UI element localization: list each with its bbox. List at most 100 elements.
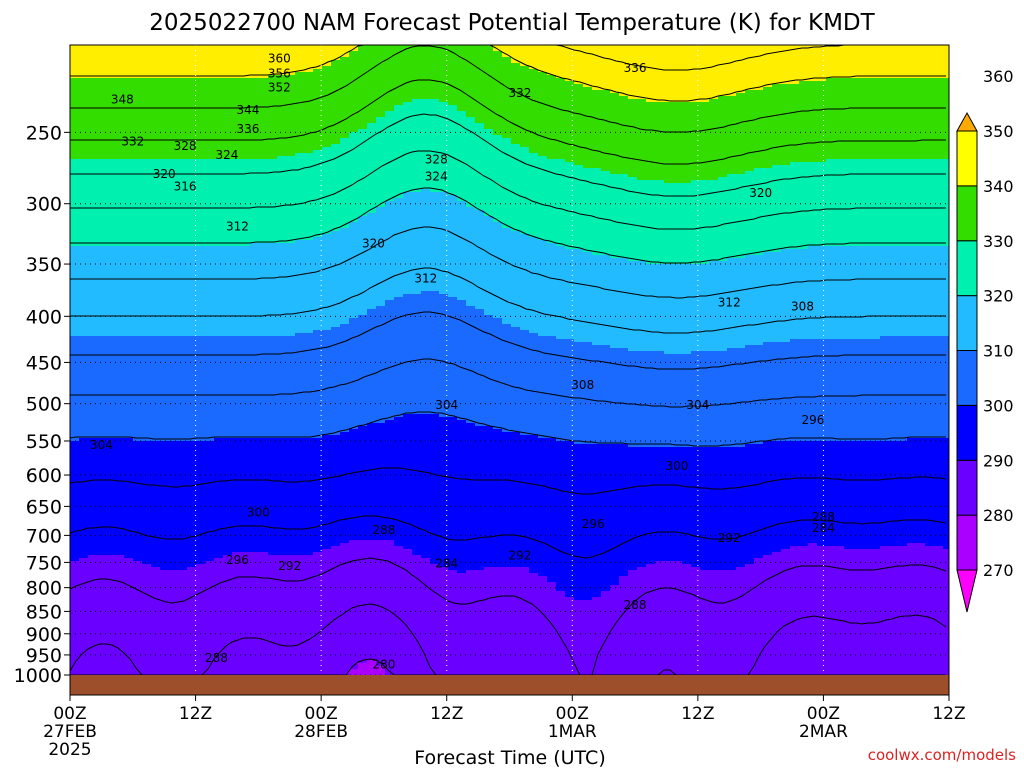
field-cell (358, 129, 368, 217)
field-cell (268, 159, 278, 244)
field-cell (628, 99, 638, 178)
field-cell (646, 564, 656, 675)
contour-label: 336 (624, 61, 647, 75)
field-cell (601, 255, 611, 346)
isentrope-344 (70, 45, 946, 71)
field-cell (637, 567, 647, 675)
field-cell (790, 84, 800, 163)
field-cell (502, 567, 512, 675)
field-cell (493, 135, 503, 223)
field-cell (169, 336, 179, 442)
x-axis-label: Forecast Time (UTC) (414, 747, 605, 768)
field-cell (601, 45, 611, 91)
field-cell (331, 435, 341, 547)
field-cell (286, 438, 296, 556)
field-cell (592, 255, 602, 346)
field-cell (448, 105, 458, 196)
field-cell (844, 45, 854, 79)
field-cell (763, 87, 773, 169)
field-cell (403, 45, 413, 103)
field-cell (457, 45, 467, 112)
field-cell (700, 351, 710, 448)
field-cell (304, 333, 314, 439)
field-cell (691, 351, 701, 448)
field-cell (304, 153, 314, 241)
field-cell (196, 441, 206, 565)
field-cell (142, 441, 152, 565)
field-cell (304, 240, 314, 334)
field-cell (151, 246, 161, 337)
field-cell (538, 336, 548, 439)
field-cell (115, 438, 125, 556)
field-cell (754, 90, 764, 169)
field-cell (493, 222, 503, 319)
field-cell (70, 561, 80, 675)
field-cell (169, 441, 179, 571)
field-cell (907, 45, 917, 79)
y-tick-label: 750 (26, 552, 62, 574)
field-cell (322, 330, 332, 436)
field-cell (187, 567, 197, 675)
field-cell (574, 444, 584, 601)
field-cell (358, 315, 368, 427)
field-cell (682, 102, 692, 184)
field-cell (97, 336, 107, 439)
field-cell (583, 45, 593, 88)
colorbar-label: 280 (983, 506, 1014, 525)
field-cell (394, 105, 404, 199)
field-cell (637, 45, 647, 100)
field-cell (250, 159, 260, 244)
field-cell (529, 435, 539, 574)
field-cell (223, 336, 233, 439)
field-cell (790, 339, 800, 442)
field-cell (457, 420, 467, 574)
y-tick-label: 350 (26, 254, 62, 276)
field-cell (277, 555, 287, 675)
field-cell (160, 78, 170, 160)
field-cell (340, 432, 350, 544)
field-cell (133, 159, 143, 247)
field-cell (943, 45, 949, 79)
field-cell (916, 45, 926, 79)
field-cell (628, 447, 638, 571)
field-cell (619, 96, 629, 175)
isentrope-296 (70, 467, 947, 495)
field-cell (862, 159, 872, 247)
isentrope-328 (70, 113, 946, 197)
field-cell (124, 438, 134, 559)
field-cell (718, 177, 728, 262)
field-cell (331, 60, 341, 145)
field-cell (925, 45, 935, 79)
x-tick-label: 12Z (681, 704, 714, 724)
field-cell (862, 45, 872, 79)
field-cell (862, 549, 872, 675)
field-cell (376, 45, 386, 118)
field-cell (394, 45, 404, 106)
field-cell (367, 540, 377, 661)
field-cell (664, 183, 674, 265)
contour-label: 300 (665, 459, 688, 473)
field-cell (295, 438, 305, 556)
field-cell (592, 90, 602, 169)
field-cell (313, 69, 323, 151)
field-cell (178, 246, 188, 337)
field-cell (538, 156, 548, 241)
field-cell (718, 45, 728, 97)
field-cell (448, 417, 458, 571)
field-cell (421, 414, 431, 559)
field-cell (934, 78, 944, 160)
field-cell (205, 246, 215, 337)
field-cell (889, 441, 899, 547)
field-cell (556, 441, 566, 592)
contour-label: 304 (90, 438, 113, 452)
colorbar-label: 300 (983, 396, 1014, 415)
field-cell (115, 555, 125, 675)
field-cell (367, 309, 377, 424)
field-cell (367, 213, 377, 310)
field-cell (538, 45, 548, 73)
contour-label: 288 (812, 510, 835, 524)
field-cell (358, 426, 368, 541)
field-cell (925, 438, 935, 547)
field-cell (520, 330, 530, 436)
field-cell (340, 57, 350, 139)
